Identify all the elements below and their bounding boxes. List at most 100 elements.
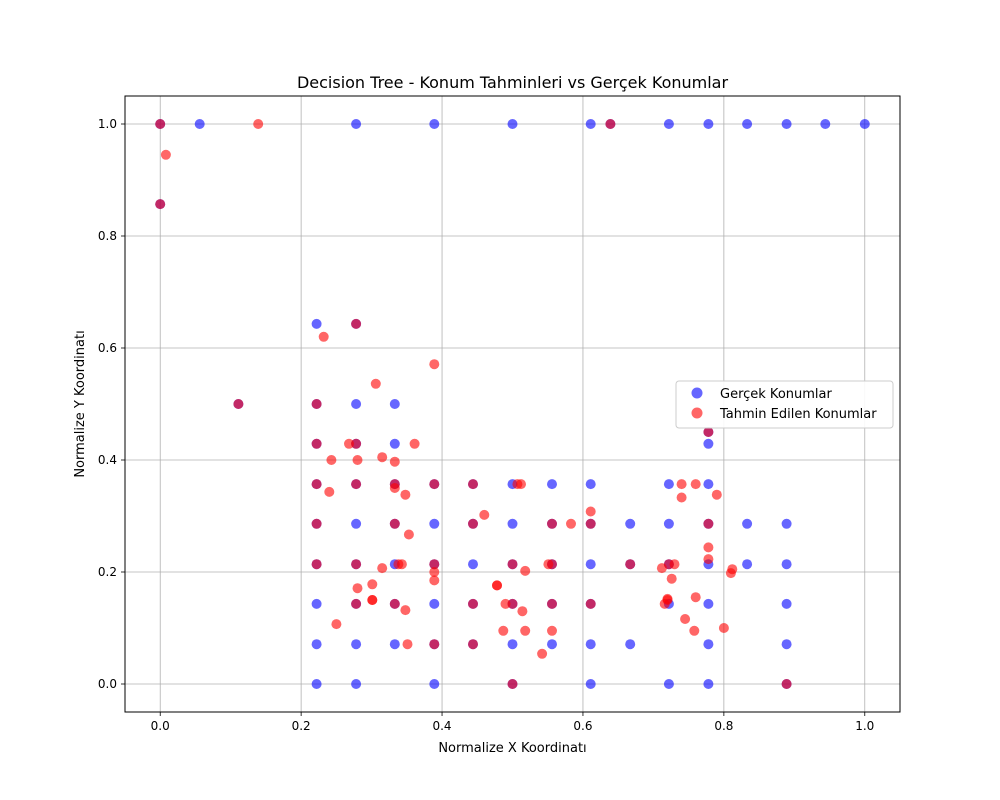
predicted-point [311, 399, 322, 409]
predicted-point [352, 455, 363, 465]
predicted-point [331, 619, 342, 630]
predicted-point [400, 605, 411, 616]
y-tick-label: 0.6 [98, 341, 117, 355]
predicted-point [389, 456, 400, 467]
y-tick-label: 0.0 [98, 677, 117, 691]
predicted-point [429, 359, 440, 370]
predicted-point [429, 639, 440, 650]
actual-point [703, 119, 714, 129]
predicted-point [367, 595, 378, 605]
predicted-point [389, 483, 400, 493]
predicted-point [585, 598, 596, 609]
actual-point [663, 518, 674, 529]
predicted-point [703, 518, 714, 529]
actual-point [311, 318, 322, 329]
predicted-point [676, 492, 687, 503]
actual-point [585, 679, 596, 689]
actual-point [703, 679, 714, 689]
actual-point [703, 438, 714, 449]
x-tick-label: 0.0 [151, 719, 170, 733]
predicted-point [517, 606, 528, 617]
actual-point [194, 119, 205, 129]
actual-point [663, 119, 674, 129]
actual-point [311, 639, 322, 650]
grid-lines [125, 96, 900, 712]
predicted-point [547, 518, 557, 529]
predicted-point [429, 559, 440, 570]
predicted-point [351, 559, 362, 570]
actual-point [703, 639, 714, 650]
predicted-point [468, 598, 478, 609]
predicted-point [351, 438, 362, 449]
actual-point [585, 479, 596, 490]
predicted-point [537, 648, 548, 659]
predicted-point [468, 479, 478, 490]
actual-point [429, 598, 440, 609]
predicted-point [344, 438, 354, 449]
actual-point [742, 559, 753, 570]
predicted-point [311, 518, 322, 529]
predicted-point [690, 479, 701, 490]
y-tick-label: 0.8 [98, 229, 117, 243]
predicted-point [520, 625, 531, 636]
plot-frame [124, 95, 901, 713]
predicted-point [547, 559, 557, 570]
predicted-point [402, 639, 413, 650]
predicted-point [468, 518, 478, 529]
predicted-point [326, 455, 337, 465]
predicted-point [703, 554, 714, 565]
actual-point [351, 119, 362, 129]
actual-point [585, 559, 596, 570]
predicted-point [498, 625, 509, 636]
actual-point [625, 639, 636, 650]
y-tick-label: 0.2 [98, 565, 117, 579]
actual-point [429, 518, 440, 529]
predicted-point [468, 639, 478, 650]
predicted-point [680, 614, 691, 624]
predicted-point [725, 568, 736, 579]
predicted-point [666, 573, 677, 584]
actual-point [781, 598, 792, 609]
predicted-point [429, 479, 440, 490]
actual-point [663, 679, 674, 689]
predicted-point [585, 518, 596, 529]
actual-point [351, 399, 362, 409]
predicted-point [605, 119, 616, 129]
actual-point [389, 438, 400, 449]
actual-point [507, 518, 518, 529]
predicted-point [311, 479, 322, 490]
predicted-point [429, 567, 440, 577]
x-tick-label: 0.4 [432, 719, 451, 733]
x-tick-label: 0.6 [573, 719, 592, 733]
actual-point [547, 479, 557, 490]
actual-point [742, 119, 753, 129]
predicted-point [689, 625, 700, 636]
actual-point [781, 518, 792, 529]
predicted-point [547, 598, 557, 609]
predicted-point [669, 559, 680, 570]
predicted-point [367, 579, 378, 590]
x-axis-label: Normalize X Koordinatı [438, 741, 586, 756]
predicted-point [656, 563, 667, 574]
actual-point [429, 679, 440, 689]
predicted-point [324, 486, 335, 497]
y-tick-label: 0.4 [98, 453, 117, 467]
actual-point [663, 479, 674, 490]
predicted-point [233, 399, 244, 409]
predicted-point [479, 509, 490, 520]
predicted-point [625, 559, 636, 570]
x-tick-label: 1.0 [855, 719, 874, 733]
legend-marker-tahmin [691, 407, 703, 419]
x-tick-label: 0.2 [292, 719, 311, 733]
actual-point [547, 639, 557, 650]
actual-point [585, 119, 596, 129]
predicted-point [781, 679, 792, 689]
actual-point [507, 639, 518, 650]
actual-point [507, 119, 518, 129]
predicted-point [370, 378, 381, 389]
predicted-point [396, 559, 407, 570]
predicted-point [155, 119, 166, 129]
predicted-point [507, 679, 518, 689]
actual-point [703, 479, 714, 490]
